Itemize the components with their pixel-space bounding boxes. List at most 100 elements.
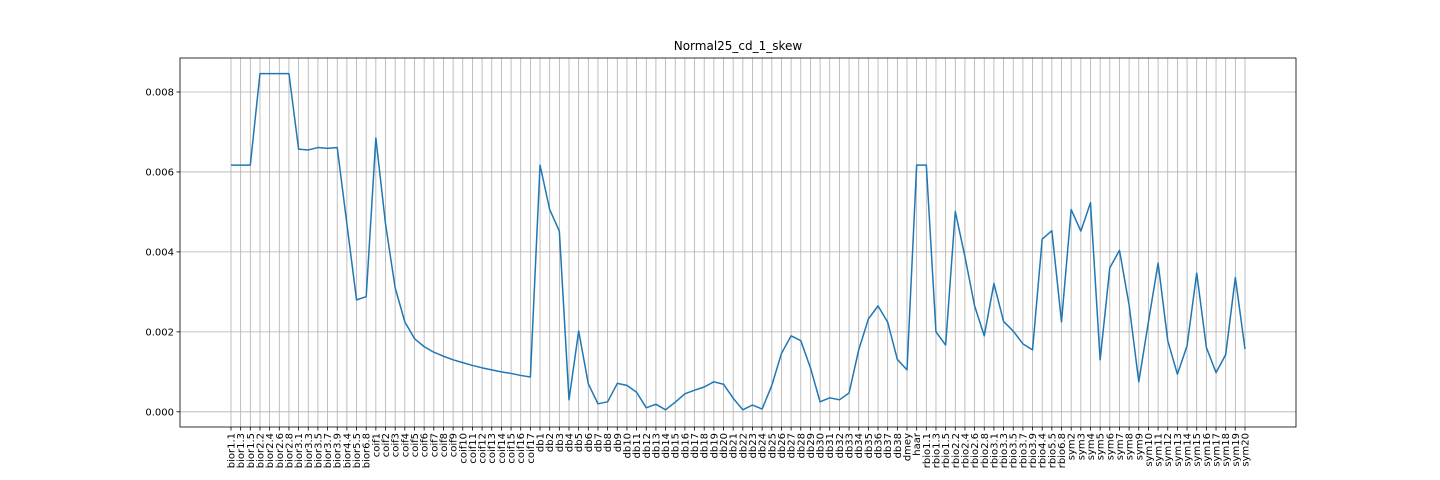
x-tick-label: sym13 — [1173, 433, 1184, 467]
x-tick-label: coif11 — [468, 433, 479, 464]
x-tick-label: coif9 — [449, 433, 460, 457]
x-tick-label: bior6.8 — [362, 433, 373, 468]
x-tick-label: bior3.9 — [333, 433, 344, 468]
x-tick-label: rbio5.5 — [1047, 433, 1058, 468]
x-tick-label: db35 — [864, 433, 875, 458]
x-tick-label: rbio6.8 — [1057, 433, 1068, 468]
x-tick-label: db3 — [555, 433, 566, 452]
x-tick-label: coif17 — [526, 433, 537, 464]
x-tick-label: db17 — [690, 433, 701, 458]
y-axis: 0.000 0.002 0.004 0.006 0.008 — [145, 87, 180, 418]
x-tick-label: db21 — [729, 433, 740, 458]
x-tick-label: coif10 — [458, 433, 469, 464]
x-tick-label: rbio2.8 — [980, 433, 991, 468]
x-tick-label: bior4.4 — [342, 433, 353, 468]
x-axis: bior1.1bior1.3bior1.5bior2.2bior2.4bior2… — [227, 427, 1252, 468]
x-tick-label: coif15 — [507, 433, 518, 464]
x-tick-label: coif8 — [439, 433, 450, 457]
x-tick-label: coif2 — [381, 433, 392, 457]
x-tick-label: coif16 — [516, 433, 527, 464]
x-tick-label: rbio3.7 — [1018, 433, 1029, 468]
x-tick-label: rbio3.5 — [1009, 433, 1020, 468]
x-tick-label: bior2.4 — [265, 433, 276, 468]
x-tick-label: db36 — [874, 433, 885, 458]
x-tick-label: db23 — [748, 433, 759, 458]
x-tick-label: db24 — [758, 433, 769, 458]
x-tick-label: dmey — [903, 433, 914, 461]
x-tick-label: coif7 — [429, 433, 440, 457]
x-tick-label: db16 — [680, 433, 691, 458]
y-tick-label: 0.008 — [145, 87, 174, 98]
x-tick-label: db29 — [806, 433, 817, 458]
x-tick-label: db14 — [661, 433, 672, 458]
x-tick-label: db6 — [584, 433, 595, 452]
x-tick-label: bior2.8 — [284, 433, 295, 468]
x-tick-label: db7 — [593, 433, 604, 452]
x-tick-label: bior2.6 — [275, 433, 286, 468]
x-tick-label: sym17 — [1212, 433, 1223, 467]
x-tick-label: sym2 — [1067, 433, 1078, 460]
x-tick-label: coif6 — [420, 433, 431, 457]
x-tick-label: sym5 — [1096, 433, 1107, 460]
x-tick-label: bior3.7 — [323, 433, 334, 468]
x-tick-label: bior1.1 — [227, 433, 238, 468]
x-tick-label: sym4 — [1086, 433, 1097, 460]
x-tick-label: sym3 — [1076, 433, 1087, 460]
plot-frame — [179, 57, 1297, 428]
x-tick-label: db8 — [603, 433, 614, 452]
x-tick-label: coif13 — [487, 433, 498, 464]
x-tick-label: db5 — [574, 433, 585, 452]
x-tick-label: db12 — [642, 433, 653, 458]
x-tick-label: db34 — [854, 433, 865, 458]
x-tick-label: rbio1.3 — [931, 433, 942, 468]
x-tick-label: coif14 — [497, 433, 508, 464]
x-tick-label: db26 — [777, 433, 788, 458]
x-tick-label: sym16 — [1202, 433, 1213, 467]
x-tick-label: sym10 — [1144, 433, 1155, 467]
x-tick-label: rbio4.4 — [1038, 433, 1049, 468]
x-tick-label: db32 — [835, 433, 846, 458]
x-tick-label: coif12 — [478, 433, 489, 464]
x-tick-label: bior2.2 — [255, 433, 266, 468]
x-tick-label: haar — [912, 432, 923, 456]
x-tick-label: db19 — [709, 433, 720, 458]
series-line — [231, 72, 1246, 411]
y-tick-label: 0.000 — [145, 407, 174, 418]
x-tick-label: rbio2.4 — [960, 433, 971, 468]
x-tick-label: sym19 — [1231, 433, 1242, 467]
x-tick-label: bior3.3 — [304, 433, 315, 468]
y-tick-label: 0.004 — [145, 247, 174, 258]
x-tick-label: db2 — [545, 433, 556, 452]
x-tick-label: coif1 — [371, 433, 382, 457]
x-tick-label: coif4 — [400, 433, 411, 457]
x-tick-label: sym18 — [1221, 433, 1232, 467]
x-tick-label: rbio3.1 — [989, 433, 1000, 468]
x-tick-label: sym11 — [1154, 433, 1165, 467]
x-tick-label: db38 — [893, 433, 904, 458]
x-tick-label: rbio1.5 — [941, 433, 952, 468]
y-tick-label: 0.002 — [145, 327, 174, 338]
x-tick-label: bior5.5 — [352, 433, 363, 468]
x-tick-label: rbio3.9 — [1028, 433, 1039, 468]
x-tick-label: db30 — [816, 433, 827, 458]
x-tick-label: db27 — [787, 433, 798, 458]
x-tick-label: db15 — [671, 433, 682, 458]
x-tick-label: sym9 — [1134, 433, 1145, 460]
x-tick-label: db13 — [651, 433, 662, 458]
x-tick-label: sym8 — [1125, 433, 1136, 460]
x-tick-label: db1 — [536, 433, 547, 452]
x-tick-label: bior3.1 — [294, 433, 305, 468]
x-tick-label: sym14 — [1183, 433, 1194, 467]
x-tick-label: db25 — [767, 433, 778, 458]
x-tick-label: rbio1.1 — [922, 433, 933, 468]
x-tick-label: db10 — [622, 433, 633, 458]
x-tick-label: sym12 — [1163, 433, 1174, 467]
x-tick-label: db37 — [883, 433, 894, 458]
grid — [180, 58, 1296, 427]
x-tick-label: sym15 — [1192, 433, 1203, 467]
x-tick-label: sym7 — [1115, 433, 1126, 460]
x-tick-label: rbio2.2 — [951, 433, 962, 468]
